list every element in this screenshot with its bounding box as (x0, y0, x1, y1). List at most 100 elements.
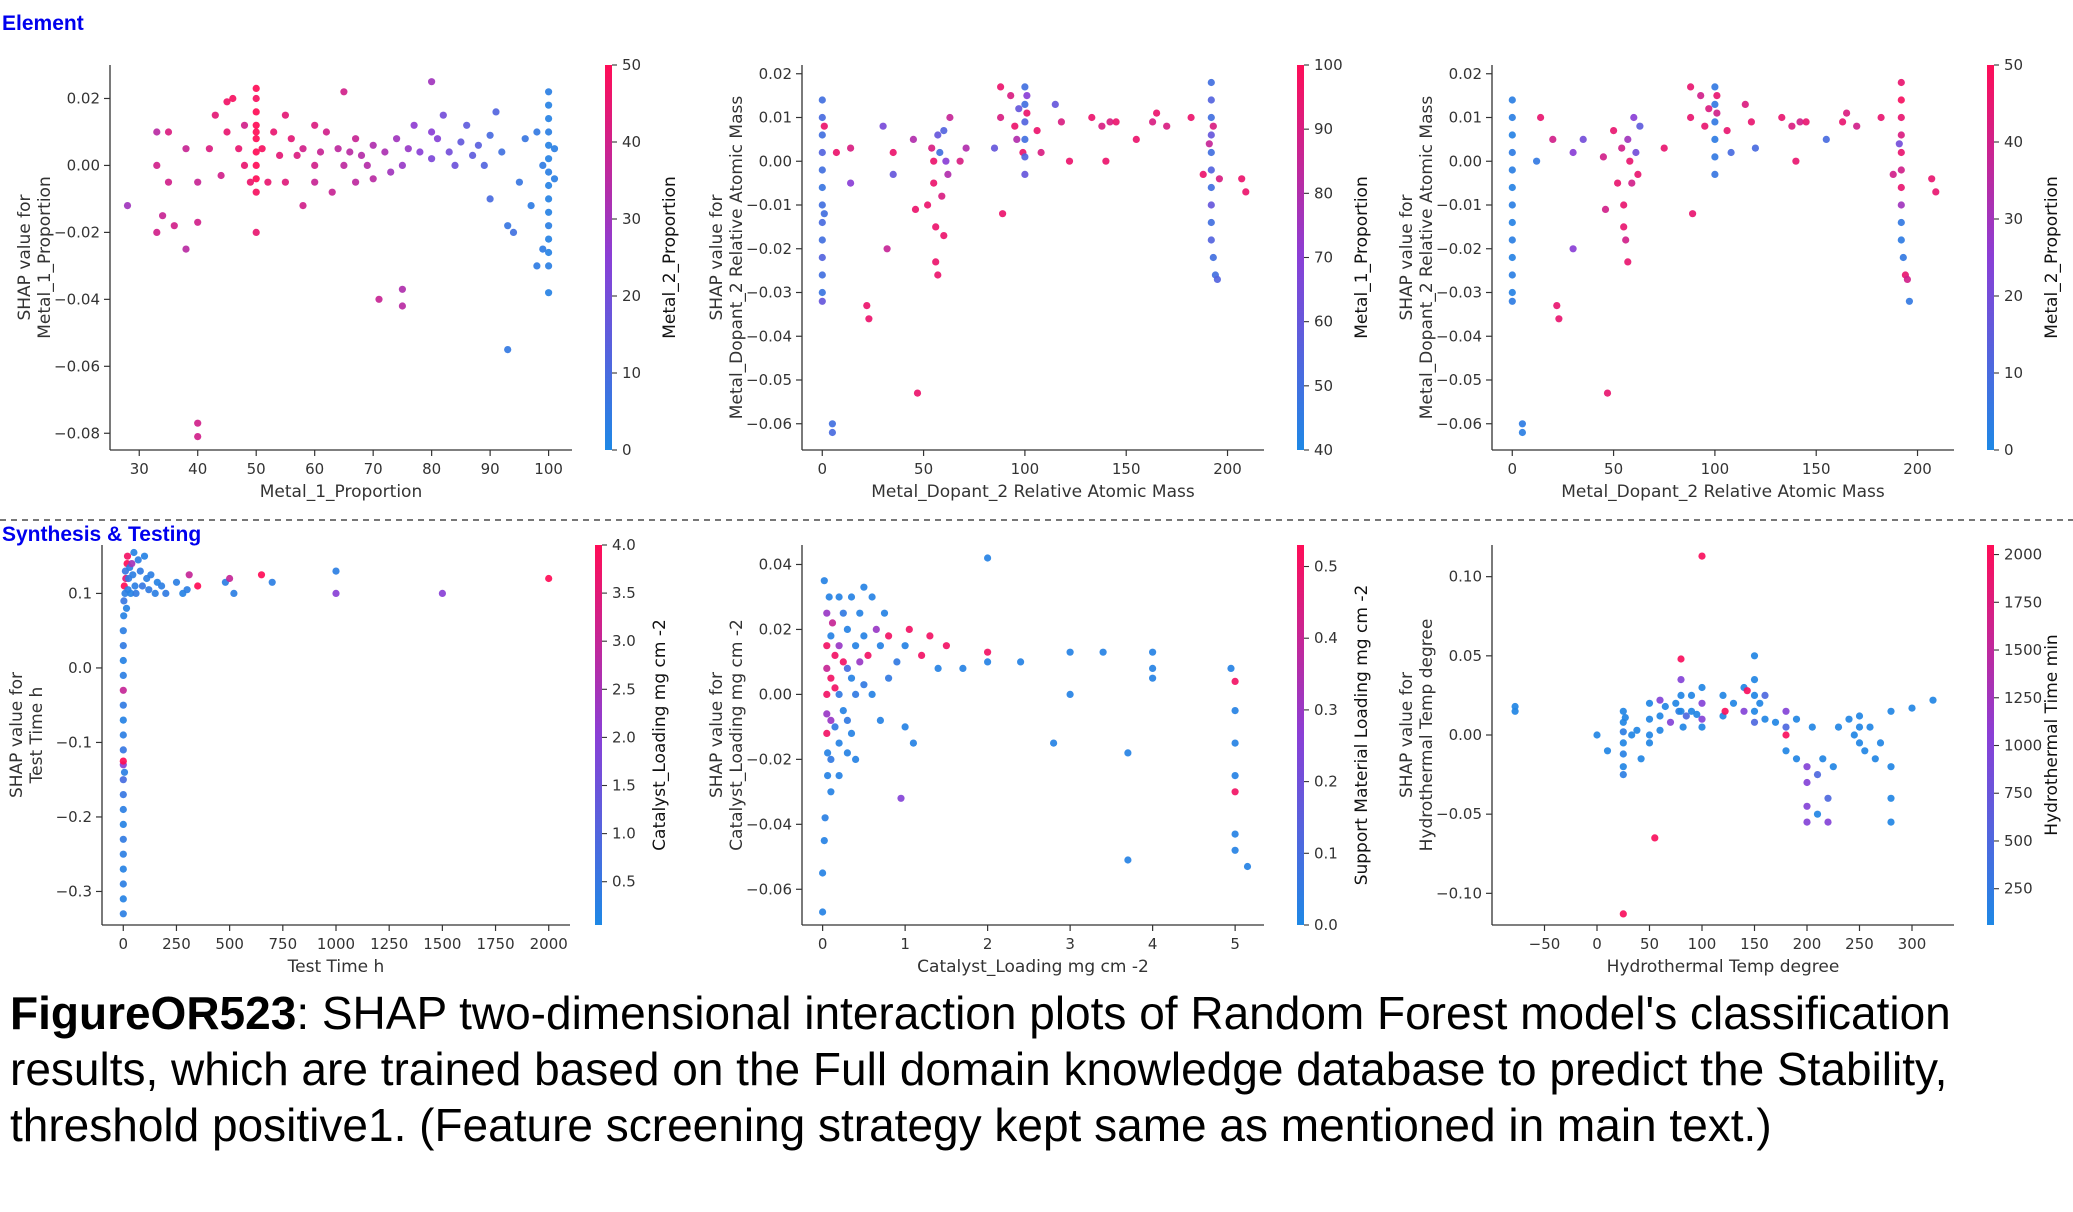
data-point (1903, 275, 1911, 283)
data-point (1845, 715, 1853, 723)
data-point (1672, 699, 1680, 707)
x-tick-label: 1750 (476, 935, 514, 953)
data-point (1687, 83, 1695, 91)
data-point (1021, 170, 1029, 178)
data-point (1508, 236, 1516, 244)
data-point (545, 574, 553, 583)
data-point (1243, 862, 1252, 871)
data-point (930, 157, 938, 165)
colorbar-tick-label: 30 (2004, 210, 2023, 228)
data-point (404, 145, 412, 153)
data-point (119, 746, 127, 754)
data-point (369, 175, 377, 183)
data-point (130, 548, 138, 557)
y-tick-label: 0.02 (1449, 65, 1482, 83)
data-point (1626, 157, 1634, 165)
y-axis-label: Metal_Dopant_2 Relative Atomic Mass (1417, 96, 1437, 420)
data-point (230, 589, 238, 598)
y-tick-label: −0.10 (1436, 884, 1482, 902)
data-point (545, 248, 553, 257)
data-point (1231, 772, 1239, 780)
data-point (545, 101, 553, 109)
data-point (1149, 118, 1157, 126)
data-point (825, 593, 833, 601)
colorbar-tick-label: 10 (2004, 364, 2023, 382)
data-point (831, 684, 839, 692)
data-point (1897, 131, 1905, 139)
data-point (138, 582, 146, 590)
data-point (445, 148, 453, 156)
data-point (1701, 122, 1709, 130)
data-point (918, 651, 926, 660)
data-point (393, 135, 401, 143)
data-point (223, 128, 231, 136)
data-point (1163, 122, 1171, 130)
colorbar-tick-label: 500 (2004, 832, 2033, 850)
data-point (1132, 135, 1140, 143)
data-point (122, 604, 131, 612)
y-tick-label: −0.08 (54, 424, 100, 442)
data-point (1687, 707, 1696, 715)
data-point (1698, 723, 1706, 731)
data-point (1698, 715, 1706, 723)
data-point (1705, 105, 1713, 113)
x-tick-label: 5 (1230, 935, 1240, 953)
data-point (1932, 188, 1940, 196)
x-tick-label: 1000 (317, 935, 355, 953)
data-point (1843, 109, 1851, 117)
y-tick-label: 0.04 (759, 555, 792, 573)
y-tick-label: 0.00 (1449, 726, 1482, 744)
data-point (240, 161, 249, 169)
data-point (334, 145, 342, 153)
chart-panel-5: 0 1 2 3 4 5 −0.06 −0.04 −0.02 0.00 0.02 0.04 Catalys… (707, 545, 1372, 977)
data-point (885, 632, 893, 640)
data-point (932, 258, 940, 266)
data-point (828, 428, 837, 437)
y-tick-label: −0.02 (746, 240, 792, 258)
y-axis-label: Hydrothermal Temp degree (1417, 619, 1437, 852)
data-point (1713, 109, 1721, 117)
data-point (194, 419, 202, 427)
data-point (134, 556, 142, 564)
data-point (944, 170, 952, 178)
data-point (818, 166, 826, 174)
data-point (1066, 648, 1074, 656)
data-point (827, 788, 835, 796)
data-point (281, 111, 289, 119)
data-point (1207, 183, 1215, 192)
data-point (194, 433, 202, 441)
data-point (527, 202, 535, 210)
data-point (984, 554, 992, 562)
y-tick-label: −0.02 (1436, 240, 1482, 258)
x-tick-label: 150 (1112, 460, 1141, 478)
data-point (852, 755, 860, 764)
data-point (457, 138, 465, 146)
data-point (1782, 731, 1790, 739)
y-axis-label: SHAP value for (15, 194, 35, 320)
y-axis-label: Test Time h (27, 687, 47, 785)
data-point (1508, 183, 1516, 192)
data-point (1508, 297, 1516, 305)
x-tick-label: 100 (1011, 460, 1040, 478)
data-point (820, 837, 828, 845)
data-point (1771, 718, 1780, 726)
data-point (1751, 144, 1759, 152)
data-point (1677, 655, 1685, 663)
data-point (1899, 253, 1907, 262)
data-point (827, 632, 835, 640)
colorbar-tick-label: 1.5 (612, 777, 636, 795)
data-point (847, 674, 856, 682)
data-point (1630, 113, 1638, 122)
data-point (852, 690, 860, 699)
x-tick-label: 200 (1213, 460, 1242, 478)
data-point (164, 128, 173, 136)
data-point (865, 315, 873, 323)
data-point (821, 814, 829, 822)
y-tick-label: −0.05 (746, 371, 792, 389)
colorbar-tick-label: 0.2 (1314, 773, 1338, 791)
colorbar-tick-label: 50 (1314, 377, 1333, 395)
data-point (1106, 118, 1114, 126)
y-tick-label: −0.03 (1436, 284, 1482, 302)
data-point (1508, 113, 1516, 122)
data-point (182, 145, 190, 153)
